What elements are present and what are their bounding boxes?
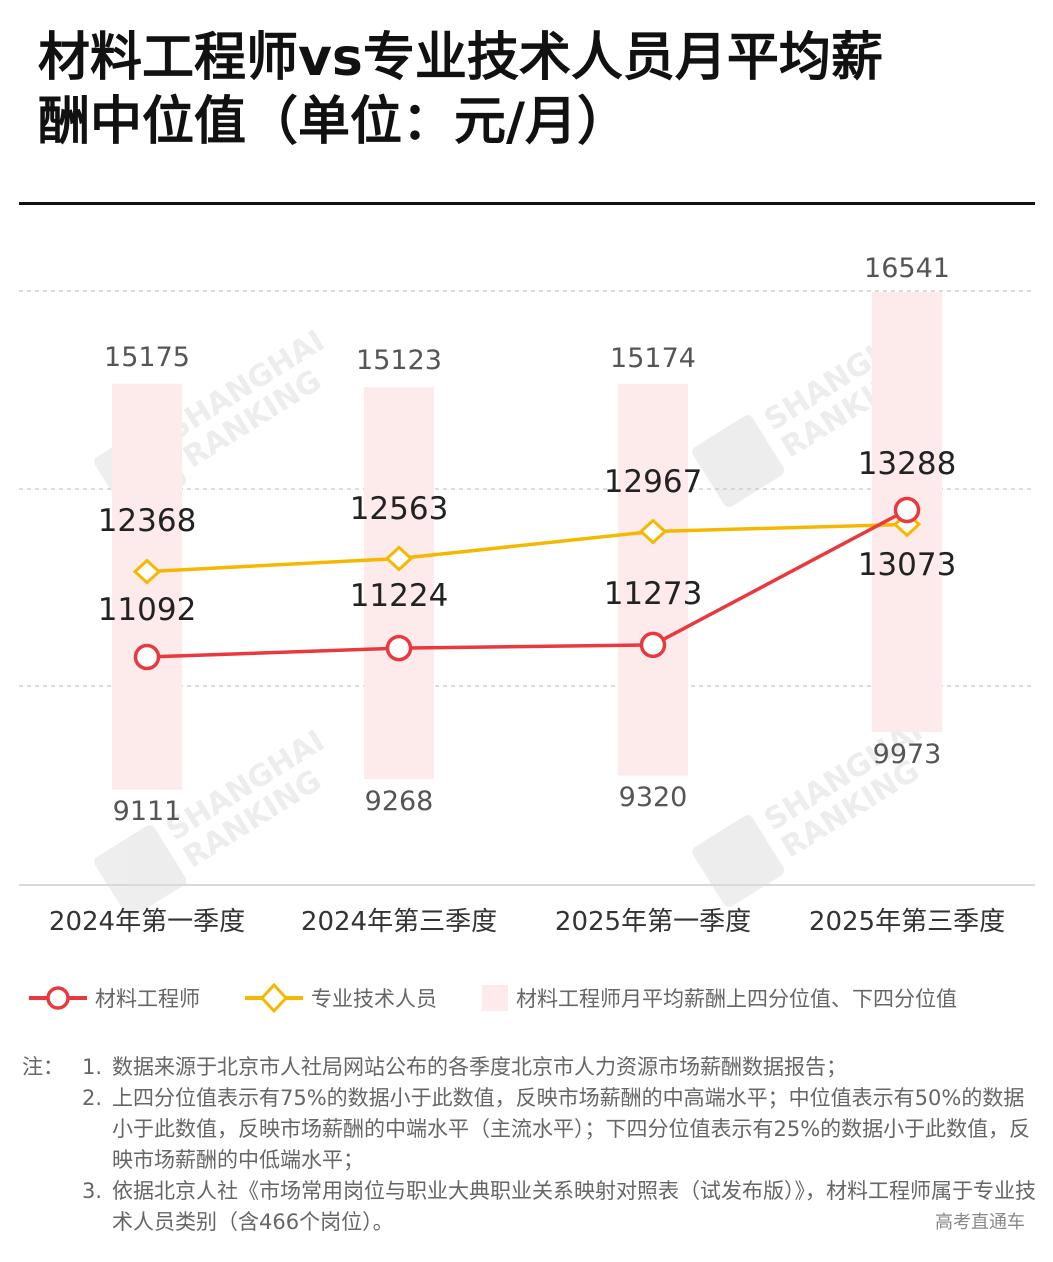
chart-title-line2: 酬中位值（单位：元/月）	[38, 92, 629, 152]
upper-quartile-label: 15123	[356, 345, 442, 376]
note-text: 依据北京人社《市场常用岗位与职业大典职业关系映射对照表（试发布版）》，材料工程师…	[112, 1179, 1036, 1234]
legend-label: 专业技术人员	[311, 987, 437, 1011]
circle-marker-icon	[133, 643, 161, 671]
legend-item-materials-engineer[interactable]: 材料工程师	[29, 978, 200, 1018]
pink-square-icon	[482, 985, 508, 1011]
upper-quartile-label: 15175	[104, 342, 190, 373]
legend-label: 材料工程师月平均薪酬上四分位值、下四分位值	[516, 987, 957, 1011]
note-item: 注： 1. 数据来源于北京市人社局网站公布的各季度北京市人力资源市场薪酬数据报告…	[22, 1052, 1042, 1083]
chart-title-line1: 材料工程师vs专业技术人员月平均薪	[38, 28, 883, 88]
note-text: 上四分位值表示有75%的数据小于此数值，反映市场薪酬的中高端水平；中位值表示有5…	[112, 1086, 1031, 1172]
chart-legend: 材料工程师 专业技术人员 材料工程师月平均薪酬上四分位值、下四分位值	[0, 978, 1053, 1018]
circle-marker-icon	[639, 631, 667, 659]
lower-quartile-label: 9973	[873, 739, 942, 770]
title-divider	[19, 202, 1035, 205]
x-axis-labels: 2024年第一季度 2024年第三季度 2025年第一季度 2025年第三季度	[0, 900, 1053, 944]
red-line-circle-marker-icon	[29, 986, 87, 1010]
materials-engineer-value-label: 11273	[604, 576, 703, 612]
note-text: 数据来源于北京市人社局网站公布的各季度北京市人力资源市场薪酬数据报告；	[112, 1055, 847, 1079]
note-number: 3.	[82, 1179, 103, 1203]
diamond-marker-icon	[132, 558, 162, 585]
circle-marker-icon	[893, 496, 921, 524]
professional-tech-value-label: 13073	[858, 547, 957, 583]
lower-quartile-label: 9111	[113, 796, 182, 827]
note-prefix: 注：	[22, 1055, 64, 1079]
iqr-bar	[364, 387, 434, 780]
circle-marker-icon	[385, 634, 413, 662]
iqr-bar	[618, 383, 688, 776]
source-watermark: 高考直通车	[935, 1212, 1025, 1233]
note-number: 1.	[82, 1055, 103, 1079]
professional-tech-value-label: 12368	[98, 503, 197, 539]
x-axis-label: 2025年第三季度	[808, 907, 1006, 937]
lower-quartile-label: 9268	[365, 786, 434, 817]
professional-tech-value-label: 12967	[604, 464, 703, 500]
diamond-marker-icon	[638, 518, 668, 545]
iqr-bar	[112, 383, 182, 790]
x-axis-label: 2025年第一季度	[554, 907, 752, 937]
legend-label: 材料工程师	[95, 987, 200, 1011]
x-axis-label: 2024年第一季度	[48, 907, 246, 937]
yellow-line-diamond-marker-icon	[245, 983, 303, 1013]
note-item: 2. 上四分位值表示有75%的数据小于此数值，反映市场薪酬的中高端水平；中位值表…	[22, 1083, 1042, 1176]
note-item: 3. 依据北京人社《市场常用岗位与职业大典职业关系映射对照表（试发布版）》，材料…	[22, 1176, 1042, 1238]
legend-item-iqr-band[interactable]: 材料工程师月平均薪酬上四分位值、下四分位值	[482, 978, 957, 1018]
legend-item-professional-tech[interactable]: 专业技术人员	[245, 978, 437, 1018]
diamond-marker-icon	[384, 545, 414, 572]
x-axis-line	[19, 884, 1035, 886]
chart-title: 材料工程师vs专业技术人员月平均薪 酬中位值（单位：元/月）	[38, 26, 1028, 154]
upper-quartile-label: 16541	[864, 253, 950, 284]
chart-plot-area: 15175 9111 12368 11092 15123 9268 12563 11224 15…	[19, 253, 1035, 827]
x-axis-label: 2024年第三季度	[300, 907, 498, 937]
chart-notes: 注： 1. 数据来源于北京市人社局网站公布的各季度北京市人力资源市场薪酬数据报告…	[22, 1052, 1042, 1238]
materials-engineer-value-label: 11092	[98, 592, 197, 628]
professional-tech-value-label: 12563	[350, 491, 449, 527]
lower-quartile-label: 9320	[619, 782, 688, 813]
materials-engineer-line	[146, 508, 908, 659]
materials-engineer-value-label: 11224	[350, 578, 449, 614]
materials-engineer-value-label: 13288	[858, 446, 957, 482]
upper-quartile-label: 15174	[610, 343, 696, 374]
professional-tech-line	[146, 522, 908, 574]
note-number: 2.	[82, 1086, 103, 1110]
